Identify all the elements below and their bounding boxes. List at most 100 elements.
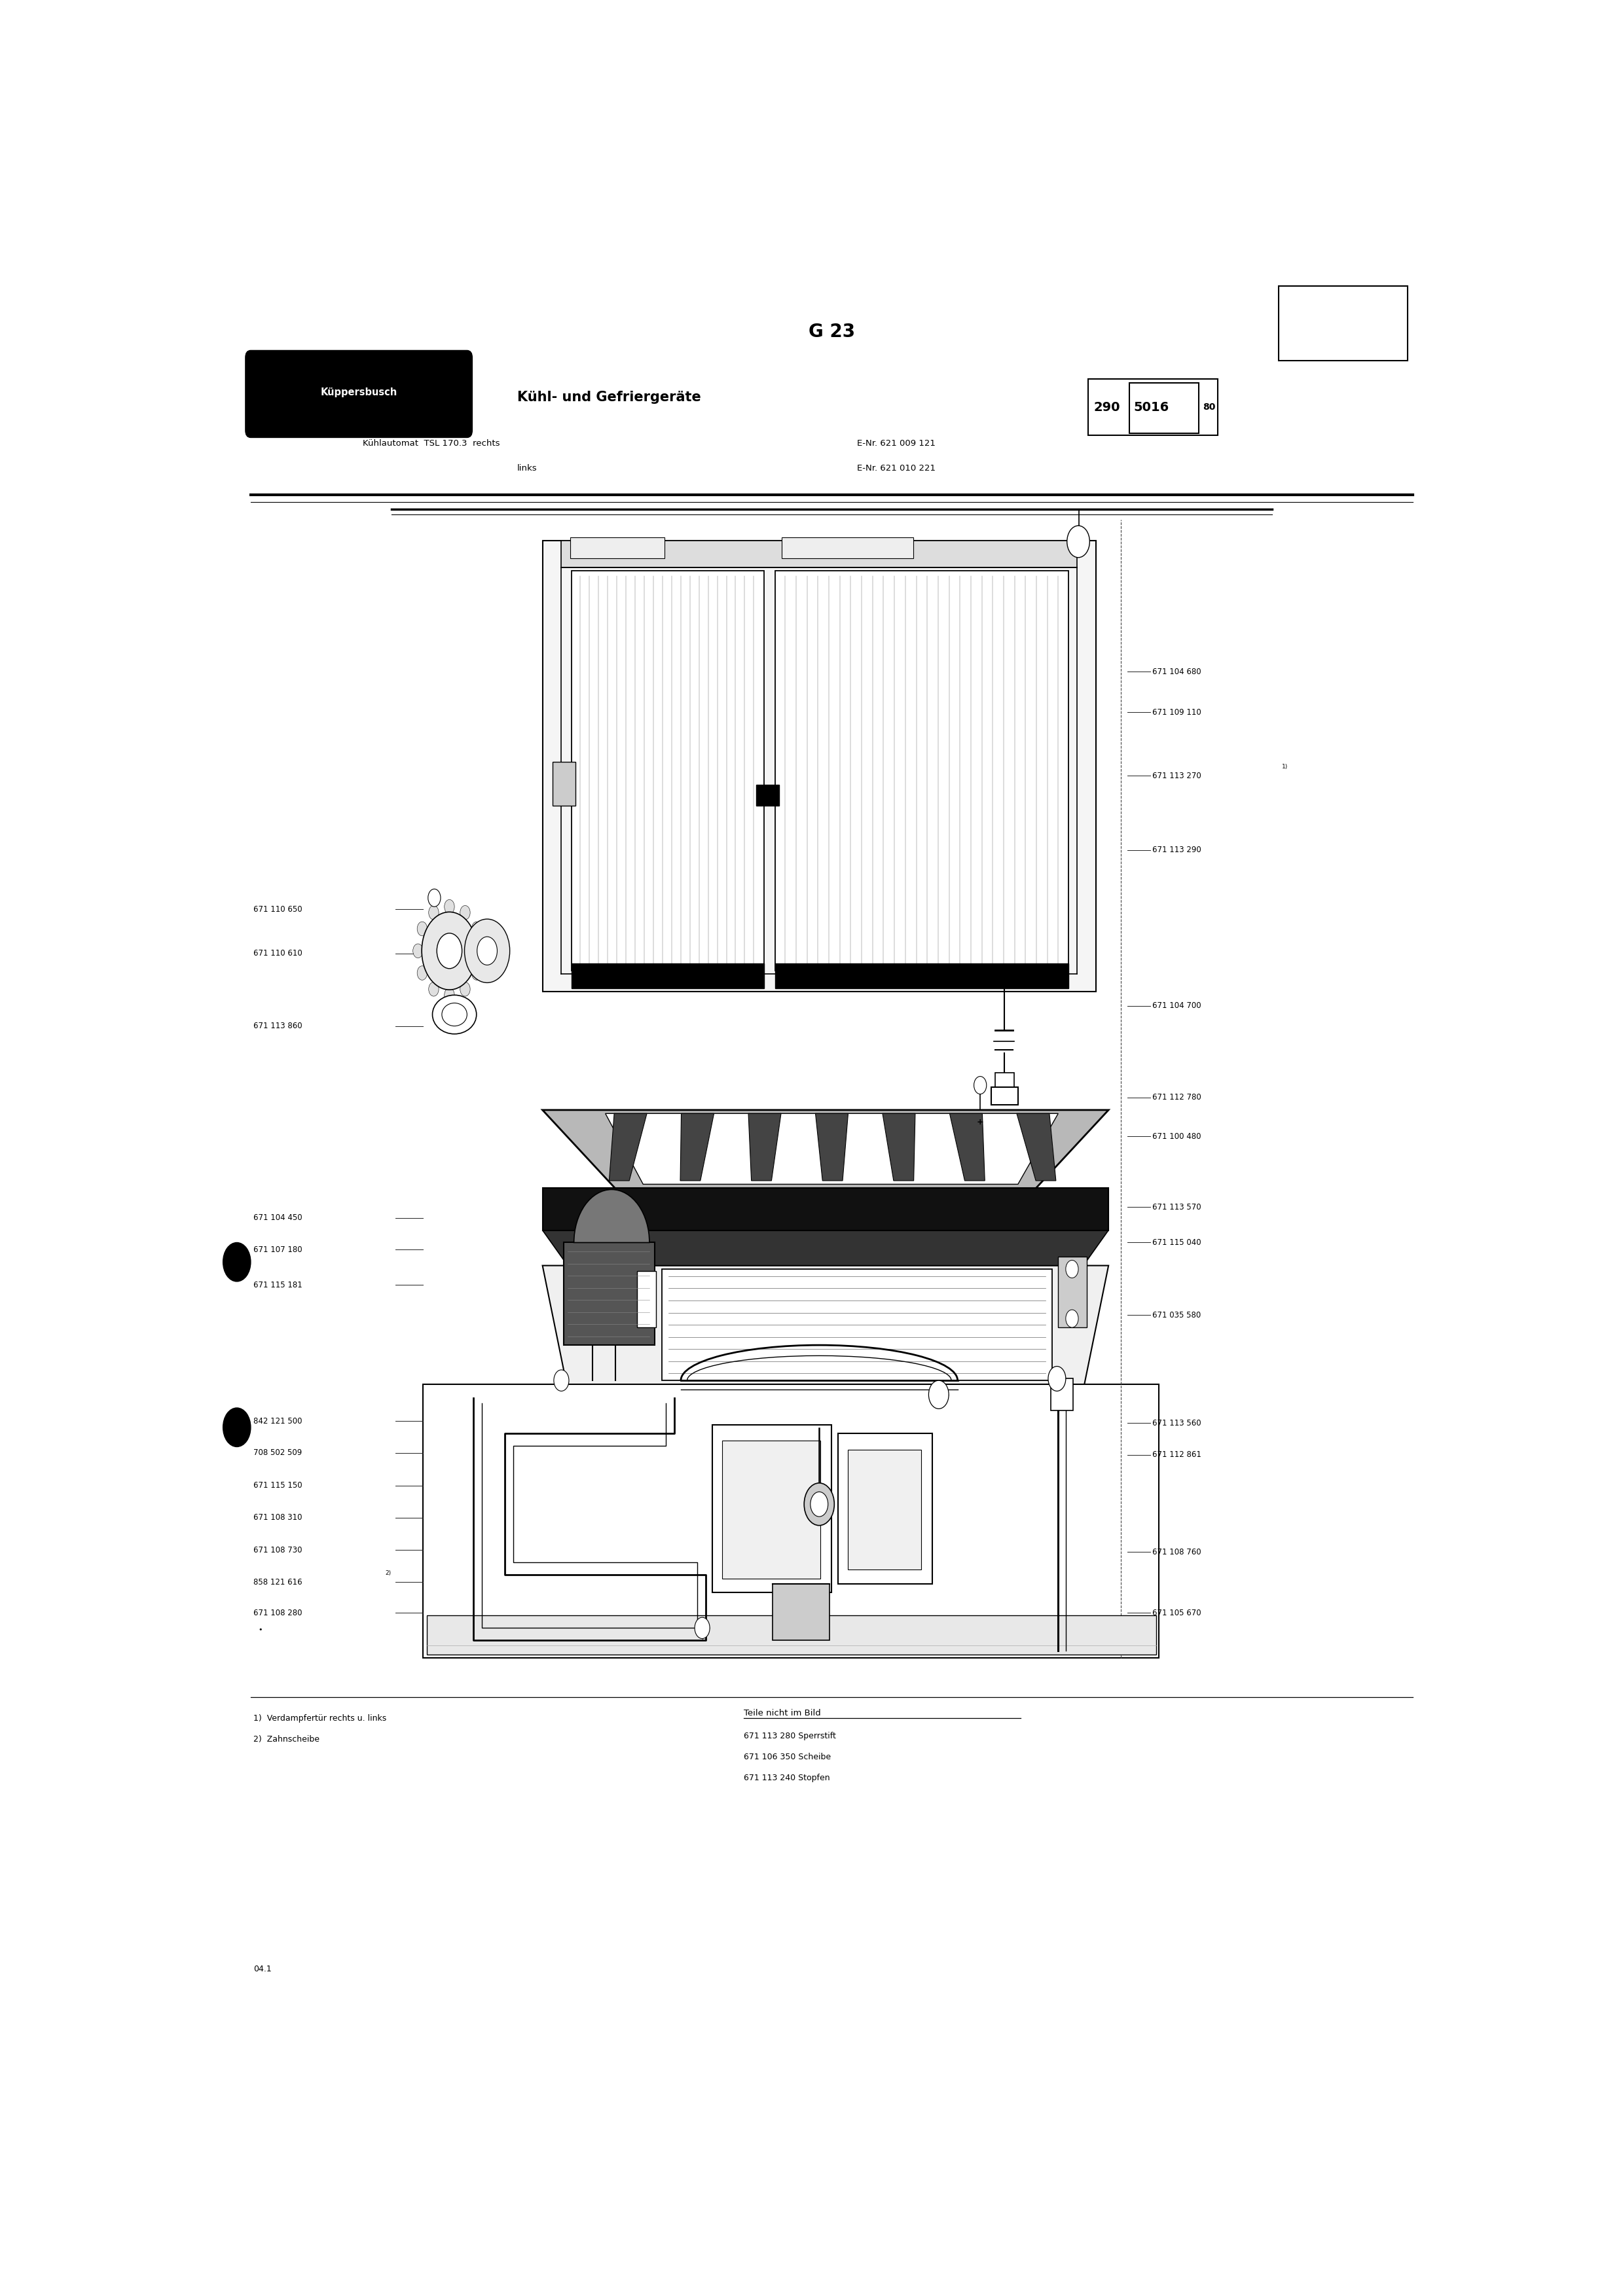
Text: 858 121 616: 858 121 616 (253, 1577, 302, 1587)
Text: 671 100 480: 671 100 480 (1152, 1132, 1201, 1141)
Text: 671 108 730: 671 108 730 (253, 1545, 302, 1554)
Polygon shape (748, 1114, 781, 1180)
Text: Teile nicht im Bild: Teile nicht im Bild (743, 1708, 821, 1717)
Circle shape (553, 1371, 570, 1391)
Circle shape (445, 900, 454, 914)
Text: 842 121 500: 842 121 500 (253, 1417, 302, 1426)
Bar (756, 785, 779, 806)
Text: 671 104 700: 671 104 700 (1152, 1001, 1201, 1010)
Circle shape (477, 937, 497, 964)
Polygon shape (542, 1231, 1109, 1265)
Text: 671 115 040: 671 115 040 (1152, 1238, 1201, 1247)
Text: •: • (258, 1626, 263, 1632)
Polygon shape (605, 1114, 1058, 1185)
Circle shape (472, 967, 482, 980)
Circle shape (1048, 1366, 1066, 1391)
Circle shape (428, 983, 438, 996)
Bar (424, 1384, 1159, 1658)
Text: 671 107 180: 671 107 180 (253, 1244, 302, 1254)
Polygon shape (609, 1114, 648, 1180)
Circle shape (422, 912, 477, 990)
Text: 04.1: 04.1 (253, 1965, 271, 1975)
Text: 290: 290 (1094, 402, 1120, 413)
Polygon shape (949, 1114, 985, 1180)
Bar (571, 964, 764, 987)
Text: 671 112 861: 671 112 861 (1152, 1451, 1201, 1458)
Bar (722, 1440, 821, 1577)
Circle shape (695, 1616, 709, 1639)
Polygon shape (680, 1114, 714, 1180)
Bar (542, 1187, 1109, 1231)
Bar (992, 1086, 1018, 1104)
Text: 671 113 560: 671 113 560 (1152, 1419, 1201, 1428)
Circle shape (412, 944, 424, 957)
Circle shape (222, 1407, 250, 1446)
Circle shape (803, 1483, 834, 1525)
Text: E-Nr. 621 009 121: E-Nr. 621 009 121 (857, 439, 935, 448)
Bar (662, 1270, 1052, 1380)
Bar (782, 537, 914, 558)
Circle shape (1066, 1261, 1078, 1279)
Text: 671 112 780: 671 112 780 (1152, 1093, 1201, 1102)
Text: 671 108 280: 671 108 280 (253, 1609, 302, 1616)
Circle shape (464, 918, 510, 983)
Bar (563, 1242, 654, 1345)
Circle shape (445, 987, 454, 1001)
Text: Küppersbusch: Küppersbusch (320, 388, 398, 397)
Text: 671 113 240 Stopfen: 671 113 240 Stopfen (743, 1775, 829, 1782)
Text: 1)  Verdampfertür rechts u. links: 1) Verdampfertür rechts u. links (253, 1713, 386, 1722)
Circle shape (428, 905, 438, 921)
Text: links: links (518, 464, 537, 473)
Bar (552, 762, 575, 806)
Ellipse shape (432, 994, 477, 1033)
Text: 2)  Zahnscheibe: 2) Zahnscheibe (253, 1736, 320, 1743)
Circle shape (417, 921, 427, 937)
Bar (849, 1449, 922, 1570)
Circle shape (928, 1380, 949, 1410)
Bar (1058, 1256, 1087, 1327)
Polygon shape (883, 1114, 915, 1180)
Circle shape (459, 905, 471, 921)
Bar (773, 1584, 829, 1639)
Text: E-Nr. 621 010 221: E-Nr. 621 010 221 (857, 464, 935, 473)
Text: 671 115 181: 671 115 181 (253, 1281, 302, 1290)
Text: 671 113 570: 671 113 570 (1152, 1203, 1201, 1212)
Bar (542, 542, 1096, 992)
Text: 671 110 650: 671 110 650 (253, 905, 302, 914)
Bar (776, 572, 1068, 971)
Circle shape (974, 1077, 987, 1095)
Polygon shape (815, 1114, 849, 1180)
Text: 671 104 450: 671 104 450 (253, 1215, 302, 1221)
Text: G 23: G 23 (808, 324, 855, 342)
Text: 671 106 350 Scheibe: 671 106 350 Scheibe (743, 1752, 831, 1761)
Circle shape (1066, 1309, 1078, 1327)
Bar (712, 1424, 831, 1593)
Text: 671 113 290: 671 113 290 (1152, 845, 1201, 854)
Text: 671 104 680: 671 104 680 (1152, 668, 1201, 675)
Text: 5016: 5016 (1133, 402, 1169, 413)
Text: 671 113 270: 671 113 270 (1152, 771, 1201, 781)
Text: 671 108 760: 671 108 760 (1152, 1548, 1201, 1557)
Text: 1): 1) (1282, 765, 1289, 769)
Circle shape (476, 944, 485, 957)
Text: 671 108 310: 671 108 310 (253, 1513, 302, 1522)
Text: 671 113 860: 671 113 860 (253, 1022, 302, 1031)
Circle shape (437, 932, 463, 969)
Text: 671 115 150: 671 115 150 (253, 1481, 302, 1490)
Wedge shape (575, 1189, 649, 1242)
Text: +: + (977, 1118, 984, 1127)
Circle shape (810, 1492, 828, 1518)
Text: 671 110 610: 671 110 610 (253, 948, 302, 957)
Bar (427, 1616, 1156, 1655)
Bar (1050, 1378, 1073, 1410)
Bar (837, 1433, 932, 1584)
Circle shape (417, 967, 427, 980)
Text: 671 113 280 Sperrstift: 671 113 280 Sperrstift (743, 1731, 836, 1740)
Bar (1089, 379, 1217, 436)
Circle shape (222, 1242, 250, 1281)
Text: 708 502 509: 708 502 509 (253, 1449, 302, 1458)
Text: 2): 2) (385, 1570, 391, 1575)
Circle shape (1066, 526, 1089, 558)
FancyBboxPatch shape (245, 351, 472, 436)
Ellipse shape (441, 1003, 467, 1026)
